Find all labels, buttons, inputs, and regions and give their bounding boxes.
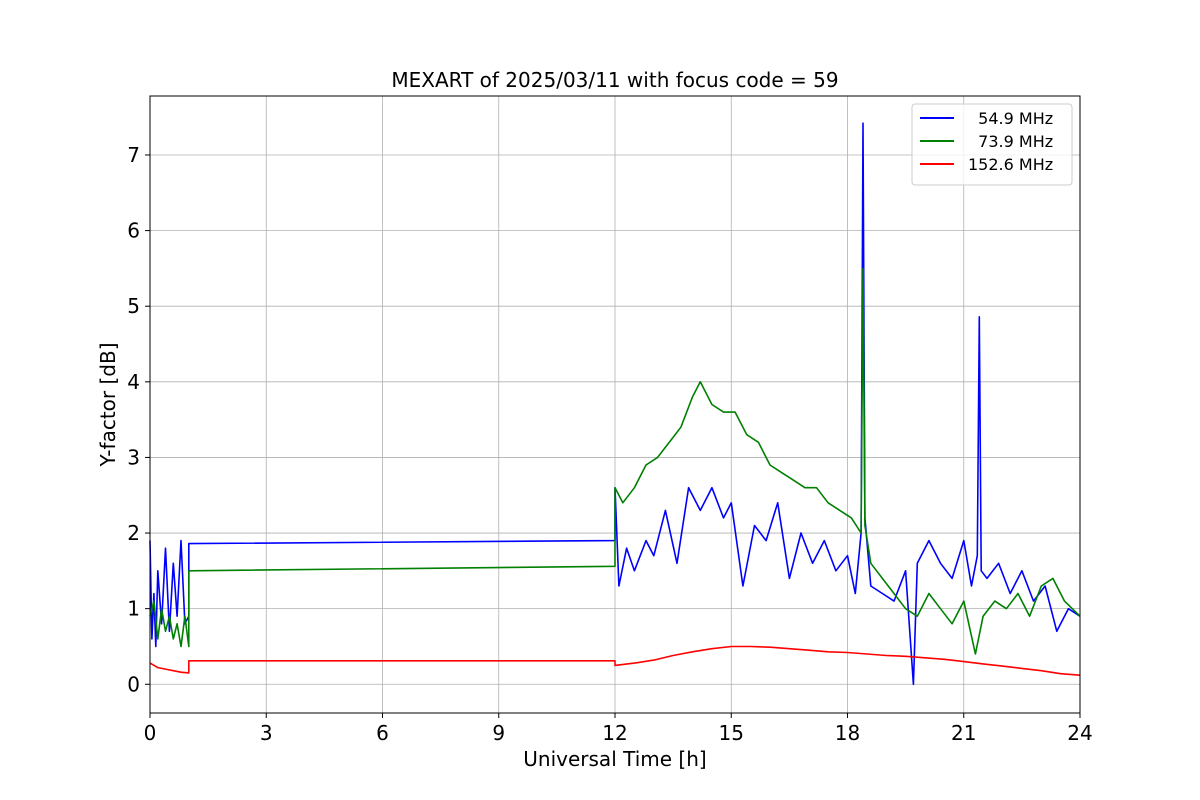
x-tick-label: 18: [835, 721, 860, 745]
series-lines: [149, 122, 1081, 686]
legend: 54.9 MHz 73.9 MHz 152.6 MHz: [911, 103, 1073, 186]
x-tick-label: 15: [719, 721, 744, 745]
y-tick-label: 5: [127, 294, 140, 318]
y-tick-label: 2: [127, 521, 140, 545]
y-tick-label: 6: [127, 219, 140, 243]
y-tick-label: 3: [127, 445, 140, 469]
x-tick-label: 3: [260, 721, 273, 745]
x-tick-label: 21: [951, 721, 976, 745]
x-axis-label: Universal Time [h]: [523, 747, 706, 771]
x-tick-label: 6: [376, 721, 389, 745]
y-axis-label: Y-factor [dB]: [96, 342, 120, 467]
series-line-0: [149, 122, 1081, 686]
legend-label-2: 152.6 MHz: [968, 155, 1053, 174]
y-tick-label: 0: [127, 672, 140, 696]
y-tick-label: 1: [127, 597, 140, 621]
x-tick-label: 0: [144, 721, 157, 745]
x-tick-label: 9: [492, 721, 505, 745]
chart-title: MEXART of 2025/03/11 with focus code = 5…: [391, 68, 838, 92]
y-tick-label: 4: [127, 370, 140, 394]
x-tick-label: 24: [1067, 721, 1092, 745]
x-tick-label: 12: [602, 721, 627, 745]
series-line-1: [149, 267, 1081, 655]
y-tick-label: 7: [127, 143, 140, 167]
legend-label-0: 54.9 MHz: [968, 109, 1053, 128]
legend-label-1: 73.9 MHz: [968, 132, 1053, 151]
series-line-2: [149, 645, 1081, 676]
